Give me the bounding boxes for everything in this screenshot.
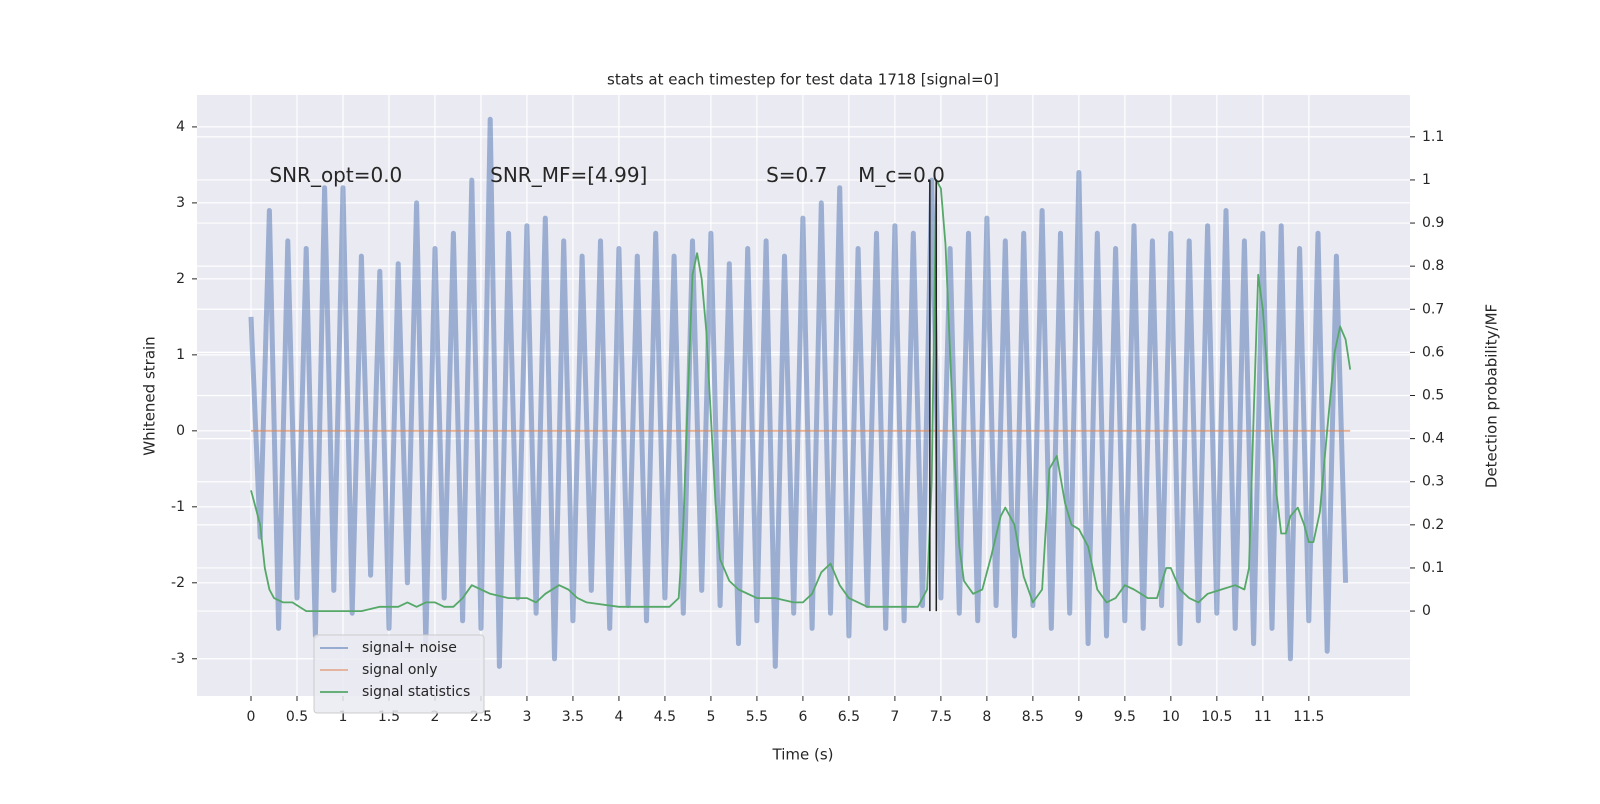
annotation: SNR_opt=0.0 [269, 163, 402, 187]
x-tick-label: 5.5 [746, 709, 768, 725]
legend-label: signal only [362, 662, 437, 678]
x-tick-label: 2 [431, 709, 440, 725]
annotation: SNR_MF=[4.99] [490, 163, 647, 187]
y-tick-label: 1 [176, 347, 185, 363]
x-tick-label: 9.5 [1114, 709, 1136, 725]
x-tick-label: 0.5 [286, 709, 308, 725]
y2-tick-label: 0.7 [1422, 301, 1444, 317]
x-tick-label: 4 [614, 709, 623, 725]
x-tick-label: 8 [982, 709, 991, 725]
y-tick-label: 2 [176, 271, 185, 287]
y2-tick-label: 0.4 [1422, 431, 1444, 447]
y2-tick-label: 0.2 [1422, 517, 1444, 533]
y-tick-label: 4 [176, 119, 185, 135]
x-tick-label: 8.5 [1022, 709, 1044, 725]
annotation: M_c=0.0 [858, 163, 945, 187]
annotation: S=0.7 [766, 163, 827, 187]
x-tick-label: 7.5 [930, 709, 952, 725]
x-tick-label: 6.5 [838, 709, 860, 725]
x-tick-label: 11 [1254, 709, 1272, 725]
legend-label: signal statistics [362, 684, 470, 700]
y-tick-label: -1 [171, 499, 185, 515]
y2-tick-label: 0 [1422, 603, 1431, 619]
ticks: 0 0.5 1 1.5 2 2.5 3 3.5 4 4.5 5 5.5 6 6.5 7 7.5 8 8.5 9 9.5… [171, 119, 1444, 725]
x-tick-label: 10 [1162, 709, 1180, 725]
y-axis-label: Whitened strain [141, 336, 159, 455]
y2-tick-label: 0.9 [1422, 215, 1444, 231]
y2-tick-label: 0.5 [1422, 388, 1444, 404]
legend-box [313, 634, 485, 714]
y2-tick-label: 0.6 [1422, 344, 1444, 360]
y-tick-label: -2 [171, 575, 185, 591]
x-tick-label: 6 [798, 709, 807, 725]
x-tick-label: 5 [706, 709, 715, 725]
x-tick-label: 3.5 [562, 709, 584, 725]
x-tick-label: 3 [522, 709, 531, 725]
y2-axis-label: Detection probability/MF [1483, 304, 1501, 488]
y-tick-label: -3 [171, 651, 185, 667]
x-tick-label: 1 [339, 709, 348, 725]
y-tick-label: 0 [176, 423, 185, 439]
marks: SNR_opt=0.0 SNR_MF=[4.99] S=0.7 M_c=0.0 [248, 116, 1352, 669]
chart-title: stats at each timestep for test data 171… [607, 71, 999, 89]
x-axis-label: Time (s) [772, 746, 834, 764]
y2-tick-label: 0.3 [1422, 474, 1444, 490]
x-tick-label: 9 [1074, 709, 1083, 725]
series-line [248, 116, 1349, 669]
y2-tick-label: 0.8 [1422, 258, 1444, 274]
x-tick-label: 4.5 [654, 709, 676, 725]
legend-label: signal+ noise [362, 640, 457, 656]
x-tick-label: 11.5 [1293, 709, 1324, 725]
x-tick-label: 0 [247, 709, 256, 725]
y2-tick-label: 1 [1422, 172, 1431, 188]
legend: signal+ noise signal only signal statistic… [313, 634, 485, 714]
series-line [250, 179, 1352, 612]
y-tick-label: 3 [176, 195, 185, 211]
x-tick-label: 7 [890, 709, 899, 725]
y2-tick-label: 0.1 [1422, 560, 1444, 576]
y2-tick-label: 1.1 [1422, 129, 1444, 145]
x-tick-label: 10.5 [1201, 709, 1232, 725]
